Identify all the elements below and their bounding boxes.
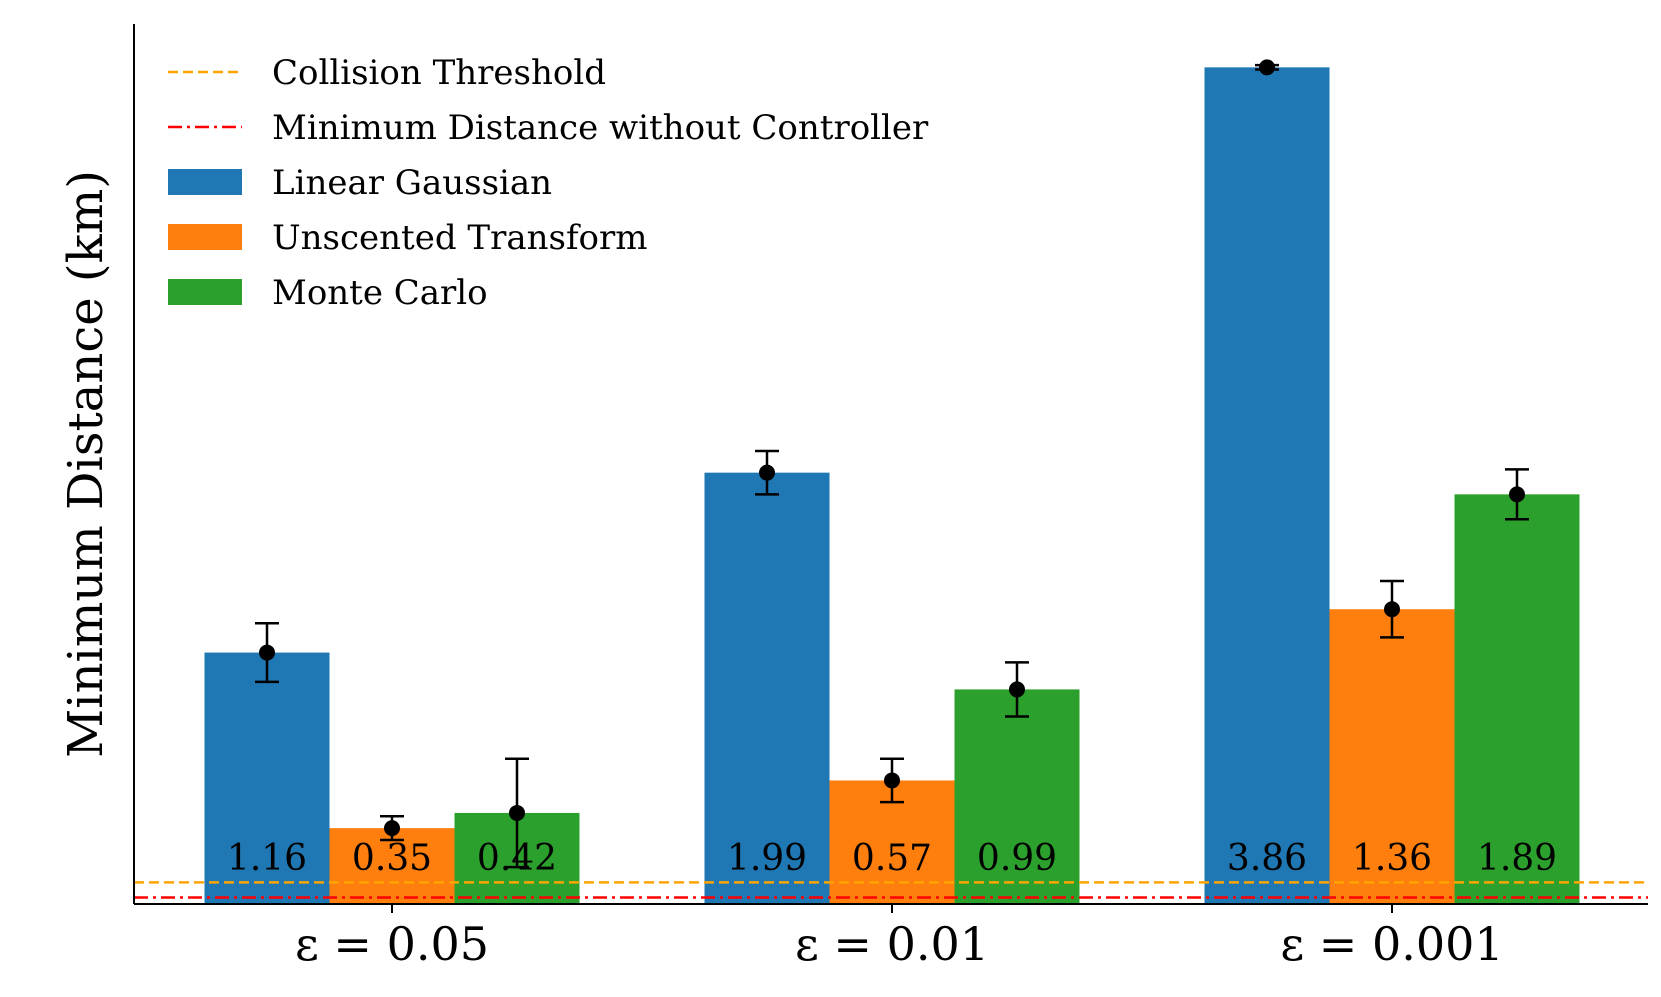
value-label: 0.99 [977, 838, 1057, 879]
x-tick-label: ε = 0.05 [295, 917, 489, 971]
bar-unscented-transform-2 [1329, 609, 1455, 904]
legend-label: Unscented Transform [272, 218, 648, 258]
mean-point [759, 464, 775, 481]
value-label: 0.57 [852, 838, 932, 879]
value-label: 0.35 [352, 838, 432, 879]
legend-swatch [168, 224, 242, 250]
mean-point [1259, 59, 1275, 76]
mean-point [884, 772, 900, 789]
legend-label: Collision Threshold [272, 53, 606, 93]
mean-point [259, 644, 275, 661]
legend-label: Linear Gaussian [272, 163, 552, 203]
bar-linear-gaussian-0 [204, 652, 330, 904]
value-label: 1.99 [727, 838, 807, 879]
y-axis-label: Minimum Distance (km) [58, 170, 114, 758]
mean-point [1509, 486, 1525, 503]
mean-point [1384, 601, 1400, 618]
legend: Collision Threshold Minimum Distance with… [168, 53, 929, 313]
value-label: 1.16 [227, 838, 307, 879]
value-label: 0.42 [477, 838, 557, 879]
bar-linear-gaussian-1 [704, 472, 830, 904]
legend-label: Minimum Distance without Controller [272, 108, 929, 148]
mean-point [1009, 681, 1025, 698]
bar-linear-gaussian-2 [1204, 67, 1330, 905]
value-label: 1.89 [1477, 838, 1557, 879]
mean-point [509, 804, 525, 821]
bar-monte-carlo-1 [954, 689, 1080, 904]
mean-point [384, 820, 400, 837]
value-label: 1.36 [1352, 838, 1432, 879]
x-tick-label: ε = 0.01 [795, 917, 989, 971]
axes [133, 24, 1648, 905]
legend-label: Monte Carlo [272, 273, 488, 313]
value-label: 3.86 [1227, 838, 1307, 879]
legend-swatch [168, 169, 242, 195]
bar-monte-carlo-2 [1454, 494, 1580, 904]
legend-swatch [168, 279, 242, 305]
x-tick-label: ε = 0.001 [1280, 917, 1503, 971]
plot-area: 1.16 1.99 3.86 0.35 0.57 1.36 0.42 0.99 1.89 ε = … [134, 59, 1648, 971]
